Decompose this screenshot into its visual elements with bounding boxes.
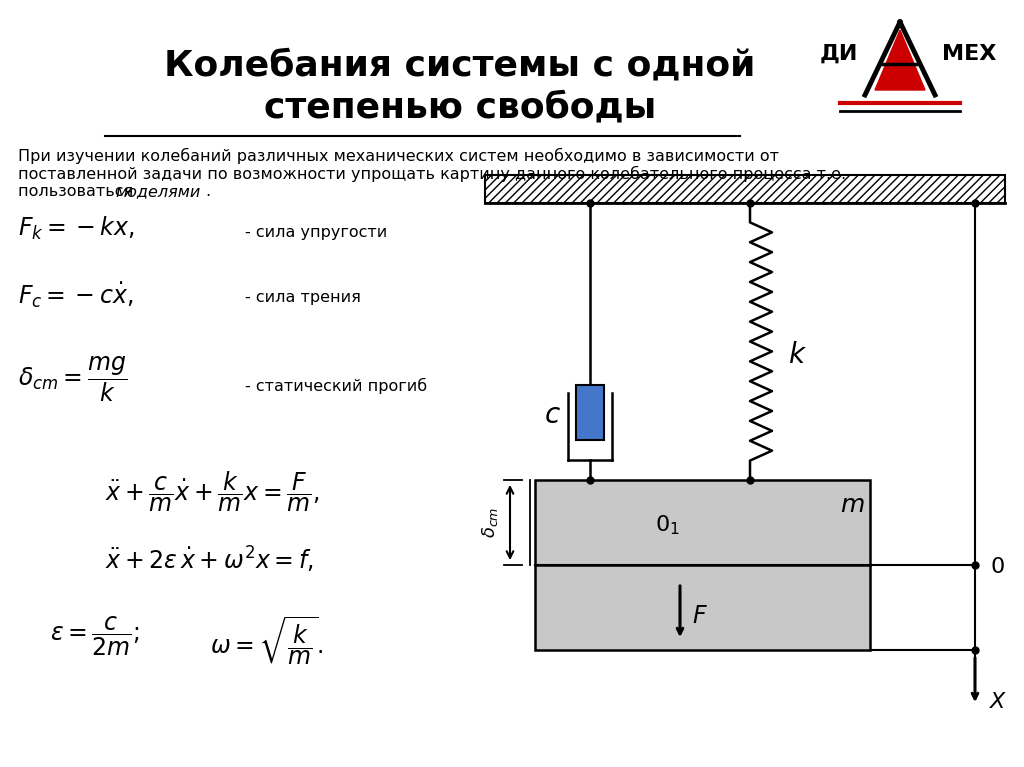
Text: моделями: моделями [115,184,201,199]
Text: ДИ: ДИ [819,44,858,64]
Text: $\ddot{x} + \dfrac{c}{m}\dot{x} + \dfrac{k}{m}x = \dfrac{F}{m},$: $\ddot{x} + \dfrac{c}{m}\dot{x} + \dfrac… [105,470,319,515]
Text: $\delta_{cm}$: $\delta_{cm}$ [480,507,500,538]
Text: $F_k = -kx,$: $F_k = -kx,$ [18,215,134,242]
Text: .: . [205,184,210,199]
Text: 0: 0 [990,557,1005,577]
Text: $\omega = \sqrt{\dfrac{k}{m}}.$: $\omega = \sqrt{\dfrac{k}{m}}.$ [210,615,324,668]
Text: МЕХ: МЕХ [942,44,996,64]
Polygon shape [874,30,925,90]
Text: $\varepsilon = \dfrac{c}{2m};$: $\varepsilon = \dfrac{c}{2m};$ [50,615,139,658]
Text: $\ddot{x} + 2\varepsilon\,\dot{x} + \omega^2 x = f,$: $\ddot{x} + 2\varepsilon\,\dot{x} + \ome… [105,545,313,575]
Text: При изучении колебаний различных механических систем необходимо в зависимости от: При изучении колебаний различных механич… [18,148,779,164]
Bar [575,385,604,440]
Bar [535,480,870,565]
Text: поставленной задачи по возможности упрощать картину данного колебательного проце: поставленной задачи по возможности упрощ… [18,166,846,182]
Text: $0_1$: $0_1$ [655,513,680,537]
Text: k: k [788,341,804,369]
Bar [485,175,1005,203]
Text: Колебания системы с одной: Колебания системы с одной [164,48,756,82]
Text: - статический прогиб: - статический прогиб [245,378,427,394]
Text: - сила трения: - сила трения [245,290,360,305]
Text: - сила упругости: - сила упругости [245,225,387,240]
Text: X: X [990,692,1006,712]
Text: $\delta_{cm} = \dfrac{mg}{k}$: $\delta_{cm} = \dfrac{mg}{k}$ [18,355,127,404]
Text: c: c [545,401,560,429]
Text: степенью свободы: степенью свободы [264,90,656,124]
Bar [535,565,870,650]
Text: m: m [840,493,864,517]
Text: $F_c = -c\dot{x},$: $F_c = -c\dot{x},$ [18,280,133,310]
Text: F: F [692,604,706,628]
Text: пользоваться: пользоваться [18,184,138,199]
